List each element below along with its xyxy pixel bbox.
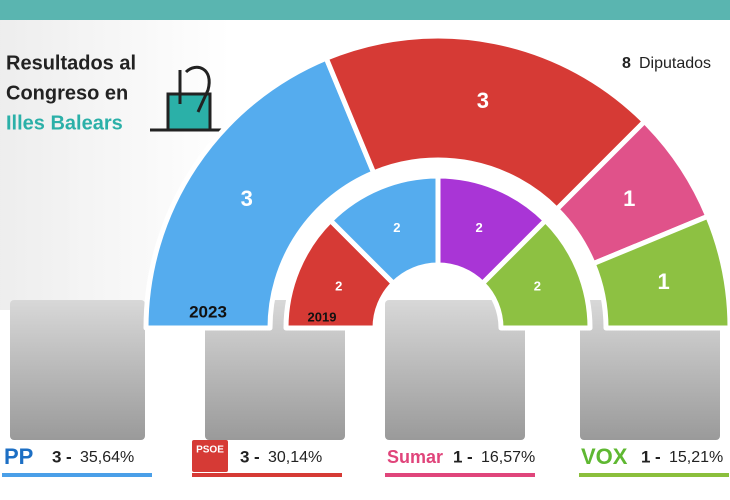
party-percent: 35,64%	[80, 449, 134, 466]
total-seats: 8	[622, 55, 631, 72]
party-logo: PP	[4, 444, 33, 469]
seat-label: 2	[476, 220, 483, 235]
separator: -	[655, 447, 661, 466]
series-label: 2023	[189, 302, 227, 321]
party-logo: Sumar	[387, 447, 443, 467]
party-logo: VOX	[581, 444, 628, 469]
title-line: Resultados al	[6, 52, 136, 74]
top-bar	[0, 0, 730, 20]
separator: -	[254, 447, 260, 466]
party-percent: 30,14%	[268, 449, 322, 466]
photos	[10, 300, 720, 440]
party-logo-box	[192, 440, 228, 472]
separator: -	[66, 447, 72, 466]
party-seats: 3	[240, 447, 249, 466]
party-underline	[2, 473, 152, 477]
title-line: Congreso en	[6, 82, 128, 104]
series-label: 2019	[308, 309, 337, 324]
party-underline	[385, 473, 535, 477]
seat-label: 2	[335, 278, 342, 293]
party-seats: 3	[52, 447, 61, 466]
seat-label: 1	[623, 186, 635, 211]
seat-wedge	[590, 213, 730, 331]
party-underline	[579, 473, 729, 477]
subtitle: Illes Balears	[6, 112, 123, 134]
party-seats: 1	[453, 447, 462, 466]
seat-label: 3	[477, 88, 489, 113]
party-percent: 15,21%	[669, 449, 723, 466]
seat-wedge	[143, 55, 377, 331]
party-logo: PSOE	[196, 445, 224, 456]
party-underline	[192, 473, 342, 477]
seat-label: 2	[534, 278, 541, 293]
ballot-icon	[150, 66, 224, 132]
party-percent: 16,57%	[481, 449, 535, 466]
separator: -	[467, 447, 473, 466]
seat-label: 2	[393, 220, 400, 235]
party-seats: 1	[641, 447, 650, 466]
seat-label: 1	[657, 269, 669, 294]
seat-label: 3	[241, 186, 253, 211]
seat-wedge	[323, 33, 647, 212]
seat-wedge	[480, 218, 593, 331]
total-label: Diputados	[639, 55, 711, 72]
